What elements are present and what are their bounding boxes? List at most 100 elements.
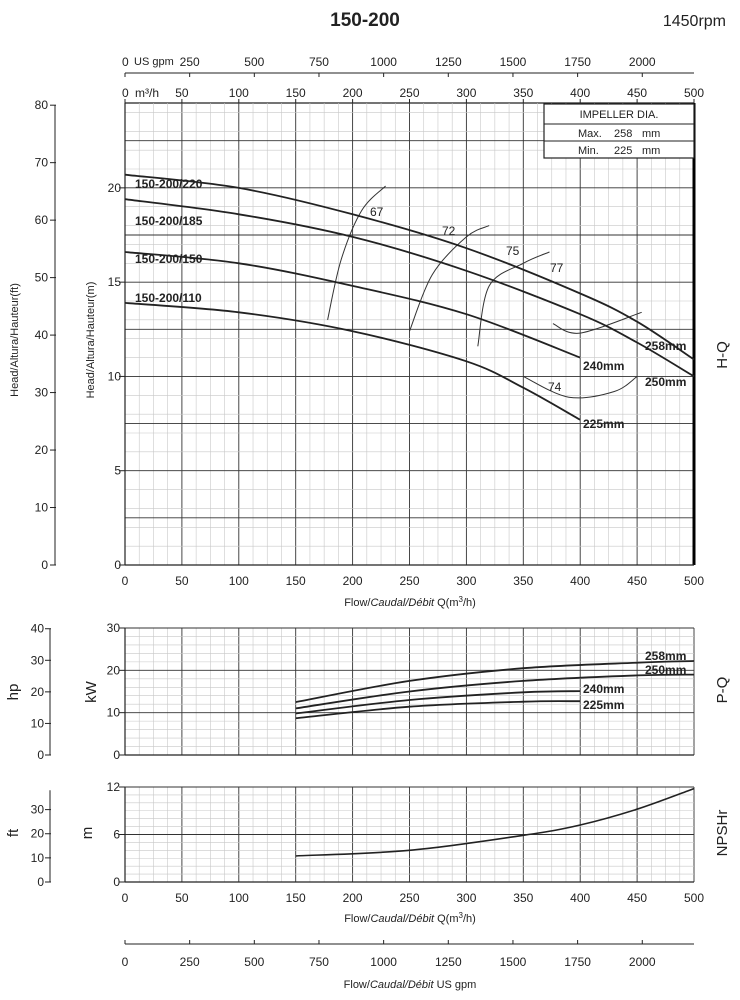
x-tick-label: 250 bbox=[399, 891, 419, 905]
hq-grid bbox=[124, 103, 696, 566]
top-gpm-tick-label: 1500 bbox=[500, 55, 527, 69]
top-gpm-tick-label: 750 bbox=[309, 55, 329, 69]
x-axis-label-part: Caudal/Débit bbox=[370, 597, 435, 609]
speed-label: 1450rpm bbox=[663, 13, 726, 30]
x-tick-label: 100 bbox=[229, 574, 249, 588]
pq-curve-258mm bbox=[295, 660, 695, 703]
x-tick-label: 50 bbox=[175, 574, 189, 588]
y2-tick-label: 20 bbox=[31, 685, 45, 699]
x-tick-label: 50 bbox=[175, 891, 189, 905]
x-axis-label-part: 3 bbox=[459, 911, 464, 920]
top-gpm-tick-label: 1250 bbox=[435, 55, 462, 69]
top-gpm-tick-label: 1750 bbox=[564, 55, 591, 69]
efficiency-label-72: 72 bbox=[442, 224, 456, 238]
gpm-axis-label-part: Caudal/Débit bbox=[370, 979, 435, 991]
top-m3h-tick-label: 250 bbox=[399, 86, 419, 100]
pq-side-label: P-Q bbox=[714, 677, 731, 704]
y2-tick-label: 20 bbox=[31, 827, 45, 841]
pq-curve-label-225mm: 225mm bbox=[583, 698, 624, 712]
hq-curve-label-250mm: 250mm bbox=[645, 375, 686, 389]
top-m3h-tick-label: 200 bbox=[343, 86, 363, 100]
x-tick-label: 300 bbox=[456, 891, 476, 905]
impeller-min-label: Min. bbox=[578, 145, 599, 157]
gpm-tick-label: 1000 bbox=[370, 955, 397, 969]
hq-curve-240mm bbox=[124, 251, 581, 359]
y-tick-label: 5 bbox=[114, 464, 121, 478]
pq-curve-label-240mm: 240mm bbox=[583, 682, 624, 696]
top-m3h-tick-label: 150 bbox=[286, 86, 306, 100]
y-tick-label: 0 bbox=[113, 875, 120, 889]
y2-tick-label: 40 bbox=[35, 328, 49, 342]
gpm-tick-label: 250 bbox=[180, 955, 200, 969]
y-tick-label: 0 bbox=[113, 748, 120, 762]
top-m3h-unit-label: m³/h bbox=[135, 86, 159, 100]
efficiency-label-77: 77 bbox=[550, 261, 564, 275]
npshr-side-label: NPSHr bbox=[714, 810, 731, 857]
top-m3h-tick-label: 350 bbox=[513, 86, 533, 100]
efficiency-contour-67 bbox=[327, 185, 386, 321]
gpm-axis-label-part: US gpm bbox=[434, 979, 477, 991]
x-tick-label: 100 bbox=[229, 891, 249, 905]
gpm-tick-label: 500 bbox=[244, 955, 264, 969]
y2-tick-label: 30 bbox=[31, 803, 45, 817]
x-tick-label: 0 bbox=[122, 574, 129, 588]
y2-tick-label: 10 bbox=[31, 716, 45, 730]
y2-tick-label: 20 bbox=[35, 443, 49, 457]
x-axis-label-part: Q(m bbox=[434, 597, 458, 609]
efficiency-contour-75 bbox=[477, 251, 550, 347]
y2-tick-label: 0 bbox=[37, 748, 44, 762]
efficiency-label-75: 75 bbox=[506, 244, 520, 258]
y2-tick-label: 70 bbox=[35, 156, 49, 170]
x-tick-label: 150 bbox=[286, 891, 306, 905]
hq-curve-250mm bbox=[124, 198, 695, 378]
x-tick-label: 500 bbox=[684, 891, 704, 905]
x-axis-label-part: Q(m bbox=[434, 913, 458, 925]
y2-tick-label: 0 bbox=[37, 875, 44, 889]
y-tick-label: 6 bbox=[113, 828, 120, 842]
hq-curve-225mm bbox=[124, 302, 581, 421]
y2-tick-label: 30 bbox=[35, 386, 49, 400]
pq-curve-label-250mm: 250mm bbox=[645, 663, 686, 677]
y2-axis-label: hp bbox=[5, 684, 22, 701]
chart-title: 150-200 bbox=[330, 10, 400, 31]
bottom-gpm-axis: 0 250 500 750 1000 1250 1500 1750 2000 Flow/Cauda… bbox=[122, 940, 694, 991]
y2-axis-label: Head/Altura/Hauteur(ft) bbox=[9, 283, 21, 397]
y2-tick-label: 60 bbox=[35, 213, 49, 227]
top-gpm-tick-label: 500 bbox=[244, 55, 264, 69]
top-gpm-tick-label: 0 bbox=[122, 55, 129, 69]
x-axis-label: Flow/Caudal/Débit Q(m3/h) bbox=[344, 911, 476, 925]
x-tick-label: 350 bbox=[513, 891, 533, 905]
top-axes: 0 250 500 750 1000 1250 1500 1750 2000 US gpm 0 50 1… bbox=[122, 55, 704, 104]
top-m3h-tick-label: 0 bbox=[122, 86, 129, 100]
y-tick-label: 12 bbox=[107, 780, 121, 794]
y-tick-label: 15 bbox=[108, 275, 122, 289]
x-axis-label-part: 3 bbox=[459, 595, 464, 604]
y-axis-label: kW bbox=[83, 680, 100, 703]
efficiency-contour-74 bbox=[523, 375, 638, 399]
pq-curve-250mm bbox=[295, 673, 695, 710]
impeller-min-value: 225 bbox=[614, 145, 632, 157]
y-tick-label: 20 bbox=[108, 181, 122, 195]
y-tick-label: 10 bbox=[108, 369, 122, 383]
x-tick-label: 450 bbox=[627, 574, 647, 588]
model-label: 150-200/185 bbox=[135, 214, 203, 228]
top-m3h-tick-label: 300 bbox=[456, 86, 476, 100]
gpm-tick-label: 1500 bbox=[500, 955, 527, 969]
x-tick-label: 0 bbox=[122, 891, 129, 905]
y-tick-label: 0 bbox=[114, 558, 121, 572]
y-axis-label: m bbox=[79, 827, 96, 840]
top-gpm-tick-label: 250 bbox=[180, 55, 200, 69]
y2-tick-label: 0 bbox=[41, 558, 48, 572]
y2-axis-label: ft bbox=[5, 828, 22, 837]
y2-tick-label: 40 bbox=[31, 622, 45, 636]
top-m3h-tick-label: 100 bbox=[229, 86, 249, 100]
hq-curve-258mm bbox=[124, 173, 695, 361]
top-gpm-unit-label: US gpm bbox=[134, 56, 174, 68]
x-tick-label: 150 bbox=[286, 574, 306, 588]
x-tick-label: 400 bbox=[570, 574, 590, 588]
gpm-axis-label: Flow/Caudal/Débit US gpm bbox=[344, 979, 477, 991]
impeller-dia-box: IMPELLER DIA. Max. 258 mm Min. 225 mm bbox=[543, 103, 695, 159]
